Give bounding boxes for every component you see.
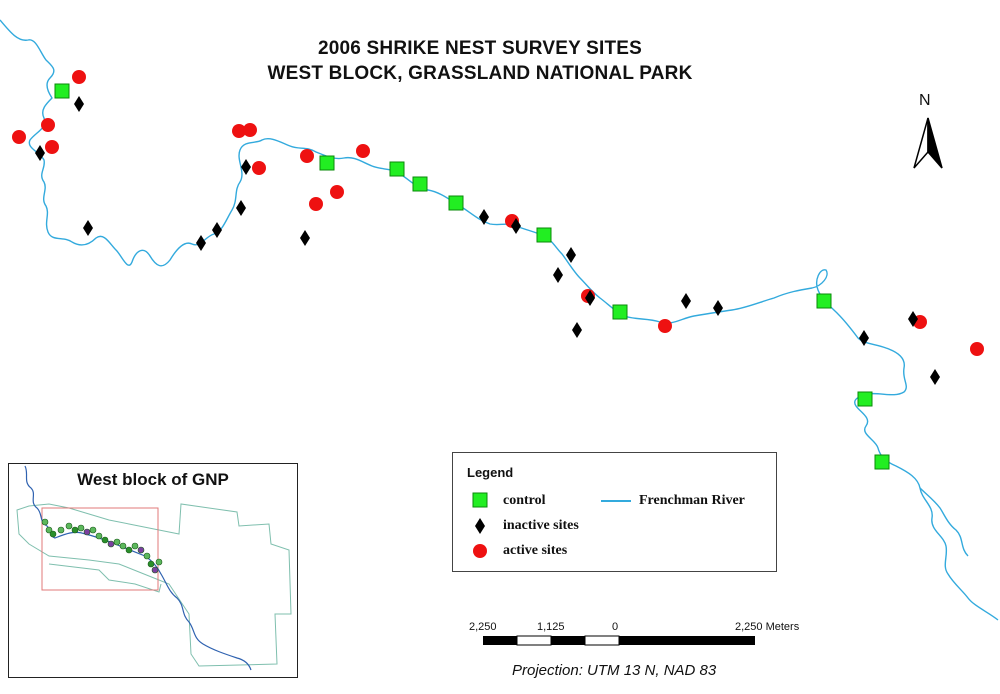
active-site bbox=[970, 342, 984, 356]
control-site bbox=[412, 176, 428, 192]
control-site bbox=[536, 227, 552, 243]
inactive-site bbox=[479, 209, 489, 225]
inactive-site bbox=[585, 290, 595, 306]
inactive-site bbox=[83, 220, 93, 236]
inactive-site bbox=[681, 293, 691, 309]
legend-control-symbol bbox=[472, 492, 488, 508]
legend-symbols bbox=[472, 492, 631, 558]
inactive-site bbox=[74, 96, 84, 112]
scale-label-zero: 0 bbox=[612, 621, 619, 633]
control-sites bbox=[54, 83, 890, 470]
inactive-site bbox=[566, 247, 576, 263]
inactive-site bbox=[859, 330, 869, 346]
inactive-site bbox=[196, 235, 206, 251]
control-site bbox=[448, 195, 464, 211]
control-site bbox=[54, 83, 70, 99]
scale-label-right: 2,250 Meters bbox=[735, 621, 800, 633]
north-arrow-icon bbox=[913, 117, 943, 169]
inset-river bbox=[24, 465, 252, 671]
map-title-line-2: WEST BLOCK, GRASSLAND NATIONAL PARK bbox=[267, 63, 693, 84]
inactive-sites bbox=[35, 96, 940, 385]
inset-map-canvas bbox=[16, 465, 292, 671]
inset-title: West block of GNP bbox=[77, 470, 229, 489]
legend-label-control: control bbox=[503, 493, 546, 508]
active-site bbox=[41, 118, 55, 132]
active-site bbox=[232, 124, 246, 138]
inactive-site bbox=[908, 311, 918, 327]
inset-site-dots bbox=[41, 518, 163, 574]
projection-note: Projection: UTM 13 N, NAD 83 bbox=[512, 662, 717, 679]
legend-active-symbol bbox=[473, 544, 487, 558]
legend-label-active: active sites bbox=[503, 543, 568, 558]
active-site bbox=[243, 123, 257, 137]
scale-label-mid: 1,125 bbox=[537, 621, 565, 633]
inactive-site bbox=[572, 322, 582, 338]
inactive-site bbox=[511, 218, 521, 234]
active-site bbox=[252, 161, 266, 175]
inset-extent-box bbox=[41, 507, 159, 591]
scale-label-left: 2,250 bbox=[469, 621, 497, 633]
active-site bbox=[330, 185, 344, 199]
active-site bbox=[45, 140, 59, 154]
active-site bbox=[72, 70, 86, 84]
inactive-site bbox=[212, 222, 222, 238]
active-site bbox=[309, 197, 323, 211]
inactive-site bbox=[241, 159, 251, 175]
active-site bbox=[356, 144, 370, 158]
inset-map: West block of GNP bbox=[8, 463, 298, 678]
inactive-site bbox=[713, 300, 723, 316]
control-site bbox=[319, 155, 335, 171]
inactive-site bbox=[553, 267, 563, 283]
scale-bar bbox=[483, 635, 755, 646]
control-site bbox=[857, 391, 873, 407]
control-site bbox=[816, 293, 832, 309]
legend-inactive-symbol bbox=[475, 518, 485, 534]
north-label: N bbox=[919, 92, 931, 109]
map-title-line-1: 2006 SHRIKE NEST SURVEY SITES bbox=[318, 38, 642, 59]
park-boundary bbox=[16, 503, 292, 667]
active-site bbox=[12, 130, 26, 144]
legend-title: Legend bbox=[467, 465, 514, 480]
park-boundary-inner bbox=[48, 563, 162, 593]
active-site bbox=[300, 149, 314, 163]
control-site bbox=[612, 304, 628, 320]
legend-label-inactive: inactive sites bbox=[503, 518, 579, 533]
control-site bbox=[874, 454, 890, 470]
inactive-site bbox=[236, 200, 246, 216]
legend-label-river: Frenchman River bbox=[639, 493, 745, 508]
active-sites bbox=[12, 70, 984, 356]
control-site bbox=[389, 161, 405, 177]
legend: Legend control inactive sites active sit… bbox=[452, 452, 777, 572]
river-line-branch bbox=[919, 487, 969, 557]
inactive-site bbox=[35, 145, 45, 161]
inactive-site bbox=[930, 369, 940, 385]
inactive-site bbox=[300, 230, 310, 246]
active-site bbox=[658, 319, 672, 333]
